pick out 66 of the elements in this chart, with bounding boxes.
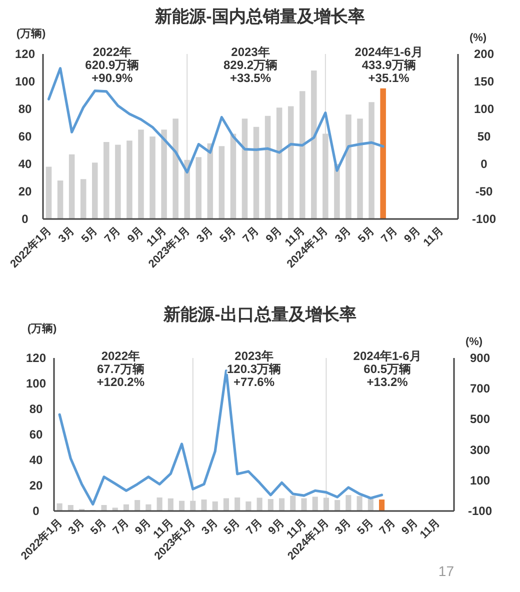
- x-tick-label: 9月: [132, 516, 154, 538]
- y-axis-title: (万辆): [27, 322, 57, 335]
- x-tick-label: 9月: [402, 224, 423, 246]
- x-tick-label: 7月: [110, 516, 132, 538]
- y-tick-label: 60: [18, 130, 32, 144]
- y-axis-title: (万辆): [16, 27, 46, 40]
- x-tick-label: 7月: [102, 224, 124, 246]
- y-tick-label: 20: [18, 184, 32, 198]
- annotation: 2024年1-6月 433.9万辆 +35.1%: [354, 45, 423, 85]
- y2-tick-label: -100: [472, 212, 496, 226]
- y-tick-label: 40: [18, 157, 32, 171]
- y2-tick-label: 900: [470, 351, 490, 365]
- y2-tick-label: 100: [470, 473, 490, 488]
- x-tick-label: 5月: [222, 516, 242, 538]
- x-tick-label: 11月: [421, 224, 446, 250]
- x-tick-label: 3月: [333, 224, 354, 246]
- y-tick-label: 100: [26, 376, 46, 390]
- y2-tick-label: 150: [474, 74, 494, 88]
- y-tick-label: 0: [22, 212, 29, 226]
- x-tick-label: 5月: [356, 224, 377, 246]
- x-tick-label: 3月: [194, 224, 216, 246]
- y2-tick-label: -50: [475, 184, 493, 198]
- y-tick-label: 20: [29, 478, 43, 492]
- x-tick-label: 5月: [88, 516, 110, 538]
- x-tick-label: 3月: [56, 224, 77, 246]
- y-tick-label: 0: [32, 504, 40, 518]
- y2-tick-label: 500: [470, 412, 490, 426]
- annotation: 2022年 67.7万辆 +120.2%: [96, 349, 145, 389]
- y2-tick-label: -100: [468, 504, 492, 518]
- annotation: 2023年 120.3万辆 +77.6%: [226, 349, 282, 389]
- annotation: 2024年1-6月 60.5万辆 +13.2%: [353, 349, 422, 389]
- x-tick-label: 9月: [266, 516, 287, 538]
- y2-axis-title: (%): [469, 32, 487, 44]
- annotation: 2022年 620.9万辆 +90.9%: [85, 45, 140, 85]
- y-tick-label: 60: [29, 428, 43, 442]
- x-tick-label: 9月: [264, 224, 284, 246]
- x-tick-label: 5月: [79, 224, 100, 246]
- x-tick-label: 5月: [218, 224, 238, 246]
- y2-tick-label: 700: [470, 382, 490, 396]
- y-tick-label: 80: [18, 102, 32, 116]
- x-tick-label: 7月: [244, 516, 265, 538]
- y2-tick-label: 50: [477, 130, 491, 144]
- x-tick-label: 3月: [66, 516, 87, 538]
- y-tick-label: 40: [29, 453, 43, 467]
- y-tick-label: 120: [26, 351, 46, 365]
- y2-tick-label: 100: [474, 102, 494, 116]
- x-tick-label: 5月: [355, 516, 376, 538]
- x-tick-label: 9月: [126, 224, 146, 246]
- text: 17: [438, 563, 454, 579]
- y2-tick-label: 300: [470, 442, 490, 457]
- x-tick-label: 7月: [379, 224, 400, 246]
- y-tick-label: 100: [14, 74, 36, 88]
- x-tick-label: 3月: [200, 516, 220, 538]
- chart-title: 新能源-出口总量及增长率: [162, 305, 356, 324]
- x-tick-label: 9月: [400, 516, 420, 538]
- x-tick-label: 3月: [332, 516, 354, 538]
- x-tick-label: 7月: [377, 516, 398, 538]
- y2-axis-title: (%): [465, 336, 483, 348]
- annotation: 2023年 829.2万辆 +33.5%: [223, 45, 278, 85]
- y-tick-label: 80: [29, 402, 43, 416]
- x-tick-label: 7月: [240, 224, 262, 246]
- y2-tick-label: 0: [480, 157, 488, 171]
- chart-title: 新能源-国内总销量及增长率: [154, 7, 365, 26]
- x-tick-label: 11月: [418, 516, 442, 542]
- y-tick-label: 120: [14, 47, 36, 61]
- y2-tick-label: 200: [474, 47, 494, 61]
